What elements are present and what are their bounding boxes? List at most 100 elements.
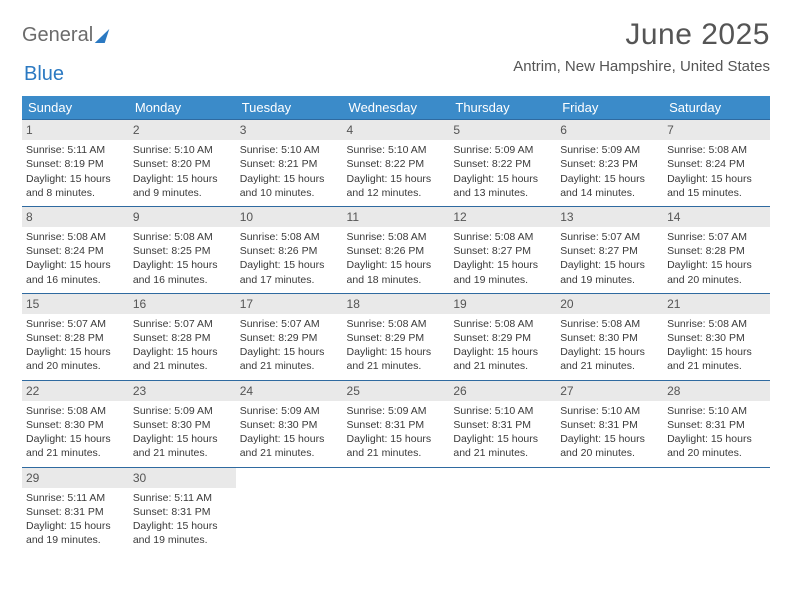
- day-number: 25: [343, 381, 450, 401]
- daylight-text: Daylight: 15 hours: [560, 172, 659, 186]
- logo-triangle-icon: [95, 29, 110, 43]
- sunrise-text: Sunrise: 5:09 AM: [560, 143, 659, 157]
- daylight-text: Daylight: 15 hours: [240, 432, 339, 446]
- daylight-text: Daylight: 15 hours: [26, 345, 125, 359]
- day-number: 23: [129, 381, 236, 401]
- dayhead-mon: Monday: [129, 96, 236, 120]
- daylight-text: Daylight: 15 hours: [26, 258, 125, 272]
- sunset-text: Sunset: 8:29 PM: [240, 331, 339, 345]
- calendar-cell: 1Sunrise: 5:11 AMSunset: 8:19 PMDaylight…: [22, 120, 129, 207]
- sunset-text: Sunset: 8:24 PM: [667, 157, 766, 171]
- daylight-text: Daylight: 15 hours: [133, 345, 232, 359]
- daylight-text: Daylight: 15 hours: [453, 345, 552, 359]
- daylight-text: Daylight: 15 hours: [240, 258, 339, 272]
- day-number: 6: [556, 120, 663, 140]
- sunrise-text: Sunrise: 5:08 AM: [347, 230, 446, 244]
- sunrise-text: Sunrise: 5:08 AM: [26, 404, 125, 418]
- day-header-row: Sunday Monday Tuesday Wednesday Thursday…: [22, 96, 770, 120]
- calendar-cell: 19Sunrise: 5:08 AMSunset: 8:29 PMDayligh…: [449, 293, 556, 380]
- calendar-table: Sunday Monday Tuesday Wednesday Thursday…: [22, 96, 770, 553]
- daylight-text: and 19 minutes.: [453, 273, 552, 287]
- day-number: 30: [129, 468, 236, 488]
- calendar-cell: 14Sunrise: 5:07 AMSunset: 8:28 PMDayligh…: [663, 206, 770, 293]
- calendar-cell: 30Sunrise: 5:11 AMSunset: 8:31 PMDayligh…: [129, 467, 236, 553]
- day-number: 2: [129, 120, 236, 140]
- daylight-text: Daylight: 15 hours: [26, 432, 125, 446]
- sunrise-text: Sunrise: 5:10 AM: [560, 404, 659, 418]
- daylight-text: and 20 minutes.: [26, 359, 125, 373]
- sunset-text: Sunset: 8:30 PM: [667, 331, 766, 345]
- calendar-cell: 25Sunrise: 5:09 AMSunset: 8:31 PMDayligh…: [343, 380, 450, 467]
- calendar-cell: 3Sunrise: 5:10 AMSunset: 8:21 PMDaylight…: [236, 120, 343, 207]
- calendar-cell: 2Sunrise: 5:10 AMSunset: 8:20 PMDaylight…: [129, 120, 236, 207]
- calendar-cell: 21Sunrise: 5:08 AMSunset: 8:30 PMDayligh…: [663, 293, 770, 380]
- daylight-text: Daylight: 15 hours: [240, 172, 339, 186]
- sunset-text: Sunset: 8:23 PM: [560, 157, 659, 171]
- daylight-text: Daylight: 15 hours: [347, 345, 446, 359]
- day-number: 17: [236, 294, 343, 314]
- sunset-text: Sunset: 8:29 PM: [453, 331, 552, 345]
- daylight-text: and 21 minutes.: [240, 359, 339, 373]
- day-number: 16: [129, 294, 236, 314]
- calendar-cell: 16Sunrise: 5:07 AMSunset: 8:28 PMDayligh…: [129, 293, 236, 380]
- dayhead-tue: Tuesday: [236, 96, 343, 120]
- title-block: June 2025 Antrim, New Hampshire, United …: [513, 18, 770, 75]
- sunset-text: Sunset: 8:29 PM: [347, 331, 446, 345]
- calendar-cell: 23Sunrise: 5:09 AMSunset: 8:30 PMDayligh…: [129, 380, 236, 467]
- daylight-text: Daylight: 15 hours: [347, 172, 446, 186]
- daylight-text: Daylight: 15 hours: [133, 258, 232, 272]
- calendar-row: 8Sunrise: 5:08 AMSunset: 8:24 PMDaylight…: [22, 206, 770, 293]
- calendar-cell: 22Sunrise: 5:08 AMSunset: 8:30 PMDayligh…: [22, 380, 129, 467]
- calendar-cell: 13Sunrise: 5:07 AMSunset: 8:27 PMDayligh…: [556, 206, 663, 293]
- daylight-text: Daylight: 15 hours: [667, 172, 766, 186]
- daylight-text: Daylight: 15 hours: [667, 432, 766, 446]
- sunset-text: Sunset: 8:31 PM: [560, 418, 659, 432]
- calendar-cell: 15Sunrise: 5:07 AMSunset: 8:28 PMDayligh…: [22, 293, 129, 380]
- calendar-cell: 27Sunrise: 5:10 AMSunset: 8:31 PMDayligh…: [556, 380, 663, 467]
- daylight-text: Daylight: 15 hours: [560, 432, 659, 446]
- sunrise-text: Sunrise: 5:07 AM: [667, 230, 766, 244]
- day-number: 8: [22, 207, 129, 227]
- sunrise-text: Sunrise: 5:08 AM: [453, 317, 552, 331]
- daylight-text: Daylight: 15 hours: [26, 519, 125, 533]
- sunset-text: Sunset: 8:21 PM: [240, 157, 339, 171]
- sunset-text: Sunset: 8:31 PM: [133, 505, 232, 519]
- day-number: 10: [236, 207, 343, 227]
- day-number: 11: [343, 207, 450, 227]
- calendar-cell: 12Sunrise: 5:08 AMSunset: 8:27 PMDayligh…: [449, 206, 556, 293]
- sunset-text: Sunset: 8:31 PM: [667, 418, 766, 432]
- sunrise-text: Sunrise: 5:09 AM: [347, 404, 446, 418]
- dayhead-wed: Wednesday: [343, 96, 450, 120]
- calendar-cell: 17Sunrise: 5:07 AMSunset: 8:29 PMDayligh…: [236, 293, 343, 380]
- sunrise-text: Sunrise: 5:10 AM: [667, 404, 766, 418]
- day-number: 5: [449, 120, 556, 140]
- sunset-text: Sunset: 8:27 PM: [560, 244, 659, 258]
- sunrise-text: Sunrise: 5:10 AM: [347, 143, 446, 157]
- sunrise-text: Sunrise: 5:08 AM: [453, 230, 552, 244]
- day-number: 20: [556, 294, 663, 314]
- daylight-text: and 20 minutes.: [560, 446, 659, 460]
- daylight-text: and 21 minutes.: [453, 446, 552, 460]
- dayhead-sun: Sunday: [22, 96, 129, 120]
- day-number: 21: [663, 294, 770, 314]
- daylight-text: and 21 minutes.: [347, 359, 446, 373]
- calendar-cell: 8Sunrise: 5:08 AMSunset: 8:24 PMDaylight…: [22, 206, 129, 293]
- logo-text-1: General: [22, 24, 93, 47]
- daylight-text: Daylight: 15 hours: [347, 258, 446, 272]
- calendar-row: 29Sunrise: 5:11 AMSunset: 8:31 PMDayligh…: [22, 467, 770, 553]
- daylight-text: and 21 minutes.: [240, 446, 339, 460]
- sunset-text: Sunset: 8:26 PM: [347, 244, 446, 258]
- calendar-row: 22Sunrise: 5:08 AMSunset: 8:30 PMDayligh…: [22, 380, 770, 467]
- day-number: 22: [22, 381, 129, 401]
- sunrise-text: Sunrise: 5:09 AM: [133, 404, 232, 418]
- sunset-text: Sunset: 8:22 PM: [453, 157, 552, 171]
- sunrise-text: Sunrise: 5:11 AM: [133, 491, 232, 505]
- calendar-cell: [343, 467, 450, 553]
- logo-text-2: Blue: [24, 63, 64, 85]
- day-number: 14: [663, 207, 770, 227]
- daylight-text: Daylight: 15 hours: [453, 432, 552, 446]
- daylight-text: and 21 minutes.: [453, 359, 552, 373]
- sunset-text: Sunset: 8:20 PM: [133, 157, 232, 171]
- day-number: 9: [129, 207, 236, 227]
- daylight-text: Daylight: 15 hours: [26, 172, 125, 186]
